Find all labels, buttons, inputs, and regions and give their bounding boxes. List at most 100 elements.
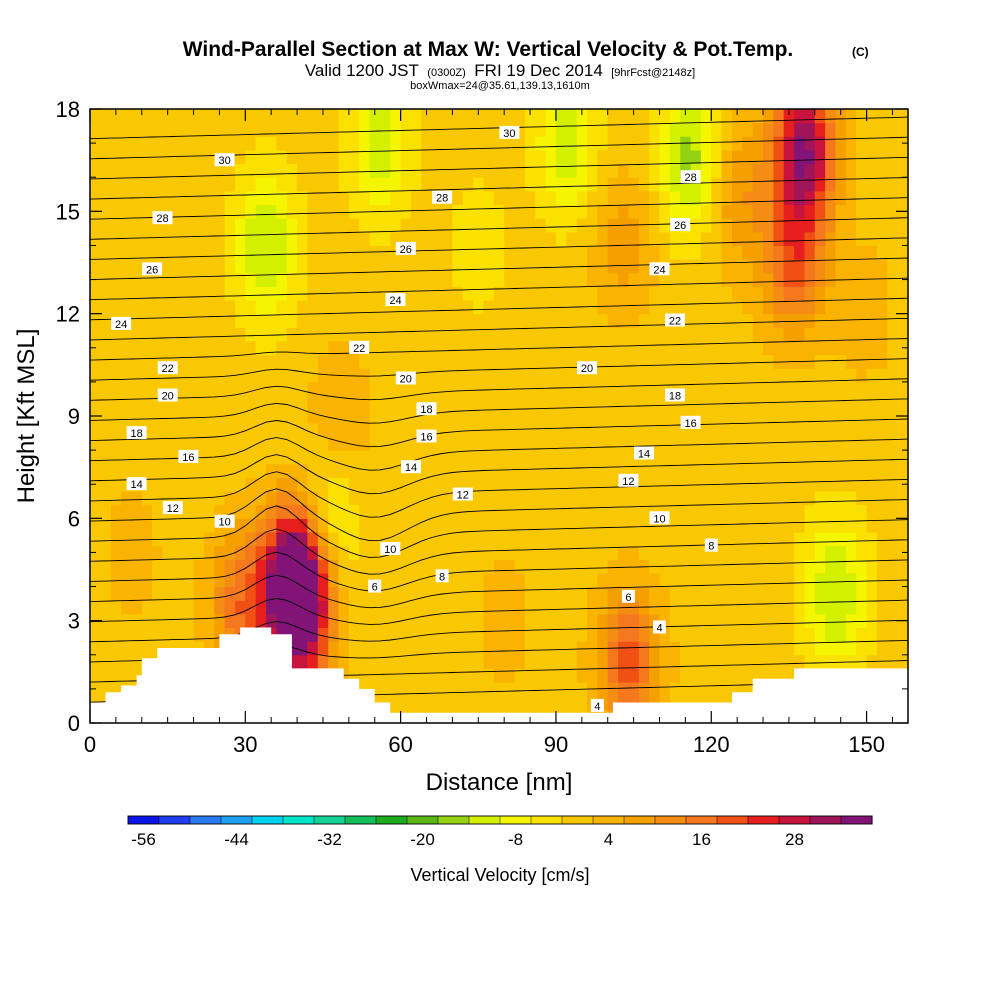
velocity-cell bbox=[628, 463, 640, 478]
velocity-cell bbox=[483, 518, 495, 533]
velocity-cell bbox=[400, 682, 412, 697]
velocity-cell bbox=[400, 422, 412, 437]
velocity-cell bbox=[100, 572, 112, 588]
velocity-cell bbox=[421, 491, 433, 506]
velocity-cell bbox=[369, 450, 381, 465]
velocity-cell bbox=[235, 572, 246, 588]
velocity-cell bbox=[504, 600, 516, 615]
velocity-cell bbox=[794, 518, 806, 533]
y-tick-label: 15 bbox=[56, 199, 80, 224]
velocity-cell bbox=[462, 436, 474, 451]
velocity-cell bbox=[669, 163, 681, 178]
velocity-cell bbox=[131, 409, 143, 424]
velocity-cell bbox=[338, 504, 350, 519]
velocity-cell bbox=[638, 245, 650, 260]
isentrope-line bbox=[90, 454, 908, 495]
velocity-cell bbox=[359, 532, 371, 547]
velocity-cell bbox=[214, 218, 226, 233]
isentrope-line bbox=[90, 598, 908, 625]
velocity-cell bbox=[390, 491, 402, 506]
velocity-cell bbox=[545, 586, 557, 601]
velocity-cell bbox=[680, 559, 692, 574]
velocity-cell bbox=[752, 654, 764, 669]
velocity-cell bbox=[328, 422, 340, 437]
contour-label-text: 6 bbox=[372, 582, 378, 594]
velocity-cell bbox=[814, 286, 826, 301]
velocity-cell bbox=[545, 286, 557, 301]
velocity-cell bbox=[752, 259, 764, 274]
velocity-cell bbox=[566, 463, 578, 478]
velocity-cell bbox=[524, 327, 536, 342]
velocity-cell bbox=[700, 313, 712, 328]
velocity-cell bbox=[669, 368, 681, 383]
velocity-cell bbox=[235, 218, 246, 233]
velocity-cell bbox=[835, 627, 847, 642]
velocity-cell bbox=[576, 409, 588, 424]
velocity-cell bbox=[680, 300, 692, 315]
velocity-cell bbox=[286, 586, 298, 601]
velocity-cell bbox=[431, 300, 443, 315]
velocity-cell bbox=[452, 122, 464, 137]
velocity-cell bbox=[110, 532, 122, 547]
velocity-cell bbox=[794, 477, 806, 492]
velocity-cell bbox=[286, 300, 298, 315]
velocity-cell bbox=[763, 613, 774, 628]
contour-label-text: 26 bbox=[674, 220, 686, 232]
velocity-cell bbox=[814, 327, 826, 342]
velocity-cell bbox=[887, 450, 899, 465]
velocity-cell bbox=[431, 545, 443, 560]
velocity-cell bbox=[742, 381, 754, 397]
contour-label: 30 bbox=[214, 153, 235, 167]
velocity-cell bbox=[442, 518, 454, 533]
velocity-cell bbox=[897, 177, 908, 192]
velocity-cell bbox=[245, 463, 257, 478]
velocity-cell bbox=[100, 286, 112, 301]
velocity-cell bbox=[297, 572, 309, 588]
velocity-cell bbox=[721, 259, 733, 274]
velocity-cell bbox=[431, 668, 443, 683]
velocity-cell bbox=[348, 177, 360, 192]
velocity-cell bbox=[338, 600, 350, 615]
velocity-cell bbox=[131, 559, 143, 574]
velocity-cell bbox=[379, 422, 391, 437]
velocity-cell bbox=[856, 122, 868, 137]
velocity-cell bbox=[224, 491, 236, 506]
velocity-cell bbox=[473, 682, 485, 697]
velocity-cell bbox=[473, 668, 485, 683]
contour-label-text: 6 bbox=[625, 592, 631, 604]
velocity-cell bbox=[400, 341, 412, 356]
velocity-cell bbox=[473, 477, 485, 492]
velocity-cell bbox=[493, 245, 505, 260]
velocity-cell bbox=[752, 559, 764, 574]
velocity-cell bbox=[659, 368, 671, 383]
velocity-cell bbox=[214, 545, 226, 560]
velocity-cell bbox=[442, 545, 454, 560]
colorbar-swatch bbox=[127, 815, 160, 825]
velocity-cell bbox=[141, 532, 153, 547]
velocity-cell bbox=[607, 163, 619, 178]
velocity-cell bbox=[483, 177, 495, 192]
velocity-cell bbox=[721, 109, 733, 124]
velocity-cell bbox=[524, 654, 536, 669]
velocity-cell bbox=[131, 613, 143, 628]
velocity-cell bbox=[307, 204, 319, 219]
velocity-cell bbox=[783, 395, 795, 410]
velocity-cell bbox=[825, 532, 837, 547]
velocity-cell bbox=[183, 572, 195, 588]
velocity-cell bbox=[317, 218, 329, 233]
velocity-cell bbox=[255, 463, 267, 478]
velocity-cell bbox=[607, 204, 619, 219]
velocity-cell bbox=[638, 409, 650, 424]
velocity-cell bbox=[752, 600, 764, 615]
y-tick-label: 6 bbox=[68, 506, 80, 531]
velocity-cell bbox=[835, 177, 847, 192]
velocity-cell bbox=[887, 259, 899, 274]
velocity-cell bbox=[887, 463, 899, 478]
velocity-cell bbox=[732, 204, 743, 219]
velocity-cell bbox=[110, 368, 122, 383]
velocity-cell bbox=[628, 231, 640, 246]
velocity-cell bbox=[524, 190, 536, 206]
velocity-cell bbox=[121, 409, 133, 424]
velocity-cell bbox=[514, 613, 526, 628]
velocity-cell bbox=[825, 341, 837, 356]
